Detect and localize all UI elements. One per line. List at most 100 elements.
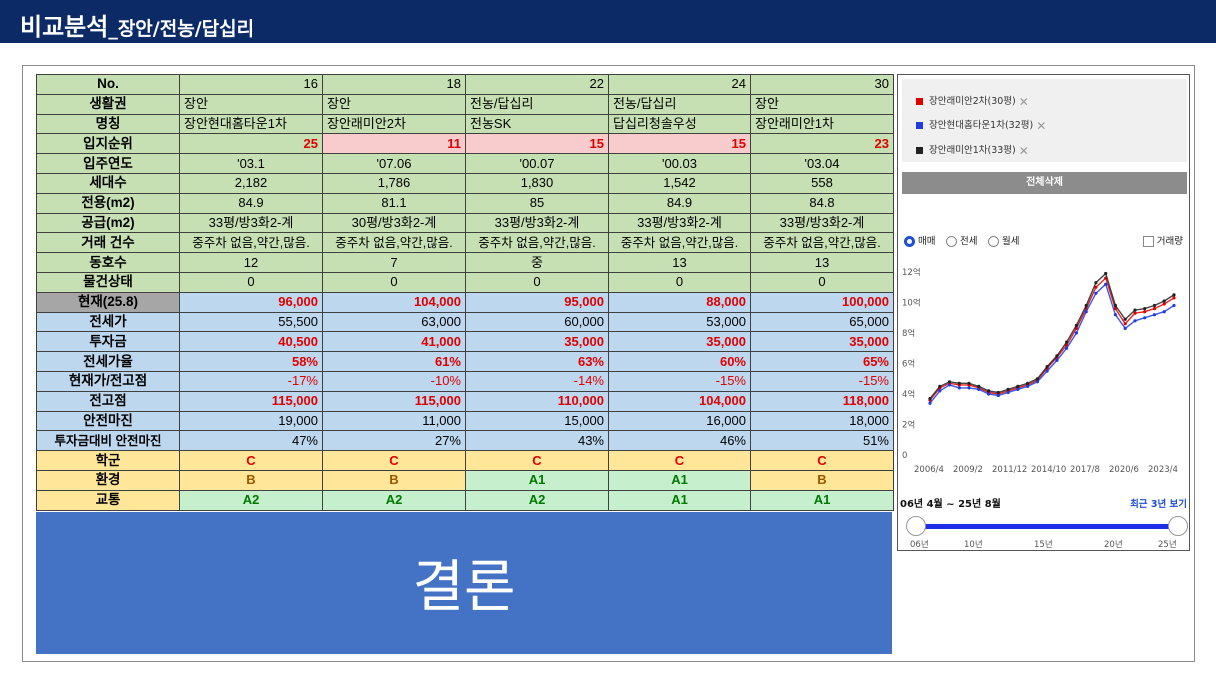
row-jeonse-price: 전세가 55,500 63,000 60,000 53,000 65,000 bbox=[36, 311, 894, 333]
row-no: No. 16 18 22 24 30 bbox=[36, 74, 894, 95]
radio-icon bbox=[988, 236, 999, 247]
row-property-condition: 물건상태 0 0 0 0 0 bbox=[36, 271, 894, 293]
radio-selected-icon bbox=[904, 236, 915, 247]
slider-tick: 20년 bbox=[1104, 540, 1123, 550]
data-point bbox=[1055, 358, 1059, 362]
series-line bbox=[929, 276, 1175, 401]
data-point bbox=[928, 397, 932, 401]
row-margin-per-investment: 투자금대비 안전마진 47% 27% 43% 46% 51% bbox=[36, 430, 894, 452]
slider-tick: 06년 bbox=[910, 540, 929, 550]
data-point bbox=[1162, 299, 1166, 303]
data-point bbox=[1152, 313, 1157, 317]
data-point bbox=[1143, 316, 1147, 320]
row-jeonse-ratio: 전세가율 58% 61% 63% 60% 65% bbox=[36, 351, 894, 372]
x-tick-label: 2017/8 bbox=[1070, 465, 1100, 475]
data-point bbox=[987, 389, 991, 393]
row-current-price: 현재(25.8) 96,000 104,000 95,000 88,000 10… bbox=[36, 291, 894, 313]
row-move-in-year: 입주연도 '03.1 '07.06 '00.07 '00.03 '03.04 bbox=[36, 153, 894, 174]
y-tick-label: 4억 bbox=[902, 389, 915, 400]
row-supply-area: 공급(m2) 33평/방3화2-계 30평/방3화2-계 33평/방3화2-계 … bbox=[36, 212, 894, 234]
data-point bbox=[1172, 296, 1176, 300]
remove-icon[interactable]: ✕ bbox=[1036, 118, 1047, 133]
range-label: 06년 4월 ~ 25년 8월 bbox=[900, 499, 1001, 510]
slider-end-handle[interactable] bbox=[1168, 516, 1188, 536]
data-point bbox=[1035, 380, 1039, 384]
volume-checkbox[interactable]: 거래량 bbox=[1142, 233, 1183, 247]
comparison-table: No. 16 18 22 24 30 생활권 장안 장안 전농/답십리 전농/답… bbox=[36, 74, 894, 511]
x-tick-label: 2020/6 bbox=[1109, 465, 1139, 475]
data-point bbox=[967, 386, 971, 390]
data-point bbox=[957, 381, 961, 385]
row-households: 세대수 2,182 1,786 1,830 1,542 558 bbox=[36, 172, 894, 194]
y-tick-label: 10억 bbox=[902, 298, 921, 309]
data-point bbox=[1162, 302, 1166, 306]
data-point bbox=[977, 384, 981, 388]
x-tick-label: 2006/4 bbox=[914, 465, 944, 475]
selected-complex-list: 장안래미안2차(30평) ✕ 장안현대홈타운1차(32평) ✕ 장안래미안1차(33… bbox=[902, 79, 1187, 162]
data-point bbox=[1123, 317, 1127, 321]
data-point bbox=[1152, 303, 1157, 308]
series-color-swatch bbox=[916, 147, 923, 154]
x-tick-label: 2009/2 bbox=[953, 465, 983, 475]
data-point bbox=[1074, 331, 1078, 335]
y-tick-label: 6억 bbox=[902, 359, 915, 370]
data-point bbox=[987, 392, 991, 396]
data-point bbox=[1016, 384, 1020, 388]
data-point bbox=[947, 380, 952, 384]
data-point bbox=[1152, 307, 1157, 311]
data-point bbox=[996, 390, 1000, 395]
checkbox-icon bbox=[1142, 236, 1154, 247]
data-point bbox=[1006, 387, 1010, 391]
series-line bbox=[929, 282, 1175, 404]
data-point bbox=[1006, 390, 1010, 395]
series-color-swatch bbox=[916, 98, 923, 105]
data-point bbox=[1045, 369, 1049, 373]
x-tick-label: 2011/12 bbox=[992, 465, 1027, 475]
data-point bbox=[1162, 310, 1166, 314]
slide-title: 비교분석_장안/전농/답십리 bbox=[20, 13, 255, 41]
legend-item: 장안래미안1차(33평) ✕ bbox=[916, 142, 1029, 158]
radio-sale[interactable]: 매매 bbox=[904, 233, 935, 247]
remove-icon[interactable]: ✕ bbox=[1018, 143, 1029, 158]
legend-item: 장안래미안2차(30평) ✕ bbox=[916, 93, 1029, 109]
data-point bbox=[1065, 346, 1069, 350]
data-point bbox=[1084, 303, 1088, 308]
data-point bbox=[947, 383, 952, 387]
slider-start-handle[interactable] bbox=[906, 516, 926, 536]
data-point bbox=[977, 387, 981, 391]
row-current-vs-peak: 현재가/전고점 -17% -10% -14% -15% -15% bbox=[36, 370, 894, 392]
data-point bbox=[928, 401, 932, 405]
data-point bbox=[996, 393, 1000, 398]
period-slider-track[interactable] bbox=[916, 524, 1178, 529]
y-tick-label: 2억 bbox=[902, 420, 915, 431]
data-point bbox=[967, 381, 971, 385]
remove-icon[interactable]: ✕ bbox=[1018, 94, 1029, 109]
row-peak-price: 전고점 115,000 115,000 110,000 104,000 118,… bbox=[36, 390, 894, 412]
data-point bbox=[1074, 323, 1078, 327]
radio-jeonse[interactable]: 전세 bbox=[946, 233, 977, 247]
y-tick-label: 8억 bbox=[902, 328, 915, 339]
radio-monthly[interactable]: 월세 bbox=[988, 233, 1019, 247]
data-point bbox=[1094, 281, 1098, 285]
row-transportation: 교통 A2 A2 A2 A1 A1 bbox=[36, 489, 894, 511]
data-point bbox=[1094, 291, 1098, 295]
recent-3-years-link[interactable]: 최근 3년 보기 bbox=[1130, 499, 1187, 510]
row-name: 명칭 장안현대홈타운1차 장안래미안2차 전농SK 답십리청솔우성 장안래미안1… bbox=[36, 113, 894, 135]
row-trade-count: 거래 건수 중주차 없음,약간,많음. 중주차 없음,약간,많음. 중주차 없음… bbox=[36, 232, 894, 254]
data-point bbox=[1094, 285, 1098, 289]
series-line bbox=[929, 272, 1175, 400]
conclusion-box: 결론 bbox=[36, 512, 892, 654]
x-tick-label: 2023/4 bbox=[1148, 465, 1178, 475]
data-point bbox=[1172, 303, 1176, 308]
legend-item: 장안현대홈타운1차(32평) ✕ bbox=[916, 117, 1046, 133]
row-living-area: 생활권 장안 장안 전농/답십리 전농/답십리 장안 bbox=[36, 93, 894, 115]
data-point bbox=[1133, 319, 1137, 323]
slider-tick: 10년 bbox=[964, 540, 983, 550]
row-investment: 투자금 40,500 41,000 35,000 35,000 35,000 bbox=[36, 331, 894, 353]
price-line-chart: 0 2억 4억 6억 8억 10억 12억 2006/4 2009/2 2011/12 2014/1… bbox=[902, 267, 1178, 475]
delete-all-button[interactable]: 전체삭제 bbox=[902, 172, 1187, 194]
data-point bbox=[1055, 354, 1059, 358]
trade-type-selector: 매매 전세 월세 거래량 bbox=[902, 231, 1187, 249]
data-point bbox=[1065, 340, 1069, 344]
x-tick-label: 2014/10 bbox=[1031, 465, 1066, 475]
